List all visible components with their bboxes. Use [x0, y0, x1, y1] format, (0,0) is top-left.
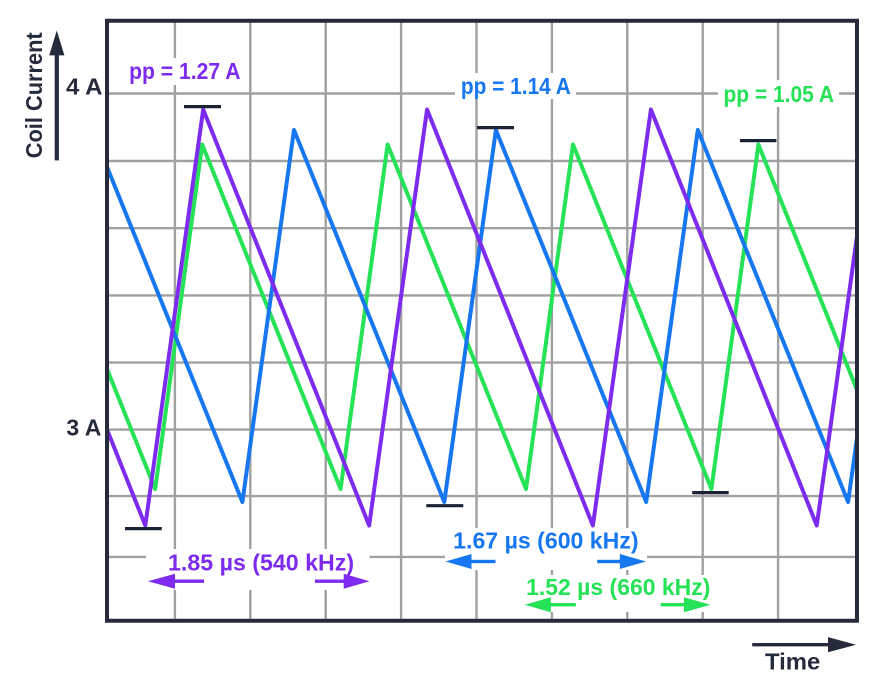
svg-text:pp = 1.14 A: pp = 1.14 A [461, 73, 571, 99]
svg-text:1.67 µs (600 kHz): 1.67 µs (600 kHz) [453, 528, 638, 554]
svg-text:1.85 µs (540 kHz): 1.85 µs (540 kHz) [168, 550, 354, 576]
svg-text:Coil Current: Coil Current [21, 32, 47, 158]
svg-text:pp = 1.05 A: pp = 1.05 A [724, 81, 835, 107]
svg-text:1.52 µs (660 kHz): 1.52 µs (660 kHz) [526, 574, 710, 600]
svg-text:3 A: 3 A [66, 415, 101, 441]
svg-text:pp = 1.27 A: pp = 1.27 A [129, 58, 240, 84]
svg-text:Time: Time [765, 648, 820, 674]
svg-text:4 A: 4 A [66, 74, 103, 100]
